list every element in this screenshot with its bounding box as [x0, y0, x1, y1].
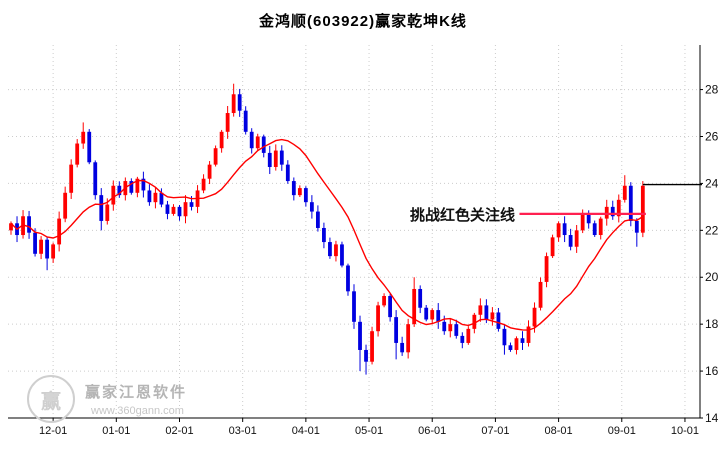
- x-tick-label: 06-01: [418, 425, 446, 437]
- x-tick-label: 03-01: [229, 425, 257, 437]
- y-tick-label: 26: [705, 129, 719, 143]
- y-tick-label: 14: [705, 411, 719, 425]
- candlesticks: [9, 83, 645, 375]
- x-axis-labels: 12-01 01-01 02-01 03-01 04-01 05-01 06-01 07-01…: [39, 418, 699, 437]
- x-tick-label: 01-01: [102, 425, 130, 437]
- y-tick-label: 22: [705, 223, 719, 237]
- y-tick-label: 16: [705, 364, 719, 378]
- chart-title: 金鸿顺(603922)赢家乾坤K线: [259, 13, 467, 30]
- y-tick-label: 18: [705, 317, 719, 331]
- y-tick-label: 24: [705, 176, 719, 190]
- x-tick-label: 05-01: [355, 425, 383, 437]
- grid: [8, 45, 700, 418]
- y-axis-labels: 14 16 18 20 22 24 26 28: [700, 83, 719, 425]
- x-tick-label: 08-01: [545, 425, 573, 437]
- y-tick-label: 20: [705, 270, 719, 284]
- watermark-url: www.360gann.com: [91, 405, 184, 417]
- y-tick-label: 28: [705, 83, 719, 97]
- x-tick-label: 10-01: [671, 425, 699, 437]
- x-tick-label: 12-01: [39, 425, 67, 437]
- annotation-label: 挑战红色关注线: [409, 207, 515, 224]
- x-tick-label: 02-01: [165, 425, 193, 437]
- x-tick-label: 04-01: [292, 425, 320, 437]
- watermark-logo-icon: 赢: [27, 375, 75, 423]
- watermark: 赢 赢家江恩软件 www.360gann.com: [27, 375, 187, 423]
- axes: [8, 45, 701, 419]
- watermark-brand: 赢家江恩软件: [85, 384, 188, 401]
- x-tick-label: 07-01: [481, 425, 509, 437]
- ma-line: [10, 138, 644, 331]
- x-tick-label: 09-01: [608, 425, 636, 437]
- watermark-text: 赢家江恩软件 www.360gann.com: [85, 375, 187, 417]
- watermark-logo-char: 赢: [41, 390, 61, 413]
